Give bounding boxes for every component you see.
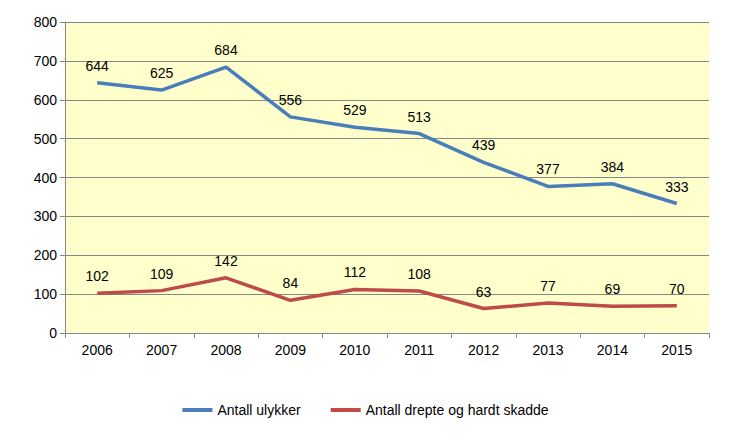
svg-text:2008: 2008 [210,342,241,358]
svg-text:300: 300 [34,208,58,224]
svg-text:0: 0 [49,325,57,341]
svg-text:513: 513 [408,109,432,125]
svg-text:109: 109 [150,266,174,282]
svg-text:2014: 2014 [597,342,628,358]
svg-text:84: 84 [283,275,299,291]
svg-text:500: 500 [34,131,58,147]
svg-text:2006: 2006 [82,342,113,358]
svg-text:333: 333 [665,179,689,195]
svg-text:2012: 2012 [468,342,499,358]
svg-text:600: 600 [34,92,58,108]
svg-text:2013: 2013 [532,342,563,358]
svg-text:142: 142 [214,253,238,269]
svg-text:Antall ulykker: Antall ulykker [217,402,301,418]
svg-text:529: 529 [343,102,367,118]
svg-text:644: 644 [86,58,110,74]
svg-text:2011: 2011 [404,342,434,358]
svg-text:625: 625 [150,65,174,81]
svg-text:70: 70 [669,281,685,297]
svg-text:2007: 2007 [146,342,177,358]
svg-text:2009: 2009 [275,342,306,358]
svg-text:100: 100 [34,286,58,302]
svg-text:556: 556 [279,92,303,108]
svg-text:77: 77 [540,278,556,294]
svg-text:439: 439 [472,137,496,153]
svg-text:63: 63 [476,284,492,300]
svg-text:102: 102 [86,268,110,284]
svg-text:Antall drepte og hardt skadde: Antall drepte og hardt skadde [366,402,549,418]
svg-text:384: 384 [601,159,625,175]
svg-text:69: 69 [605,281,621,297]
svg-text:684: 684 [214,42,238,58]
svg-text:700: 700 [34,53,58,69]
svg-text:400: 400 [34,170,58,186]
svg-text:108: 108 [408,266,432,282]
svg-text:800: 800 [34,14,58,30]
svg-text:377: 377 [536,161,560,177]
svg-text:2015: 2015 [661,342,692,358]
svg-text:112: 112 [344,264,367,280]
svg-text:2010: 2010 [339,342,370,358]
svg-text:200: 200 [34,247,58,263]
